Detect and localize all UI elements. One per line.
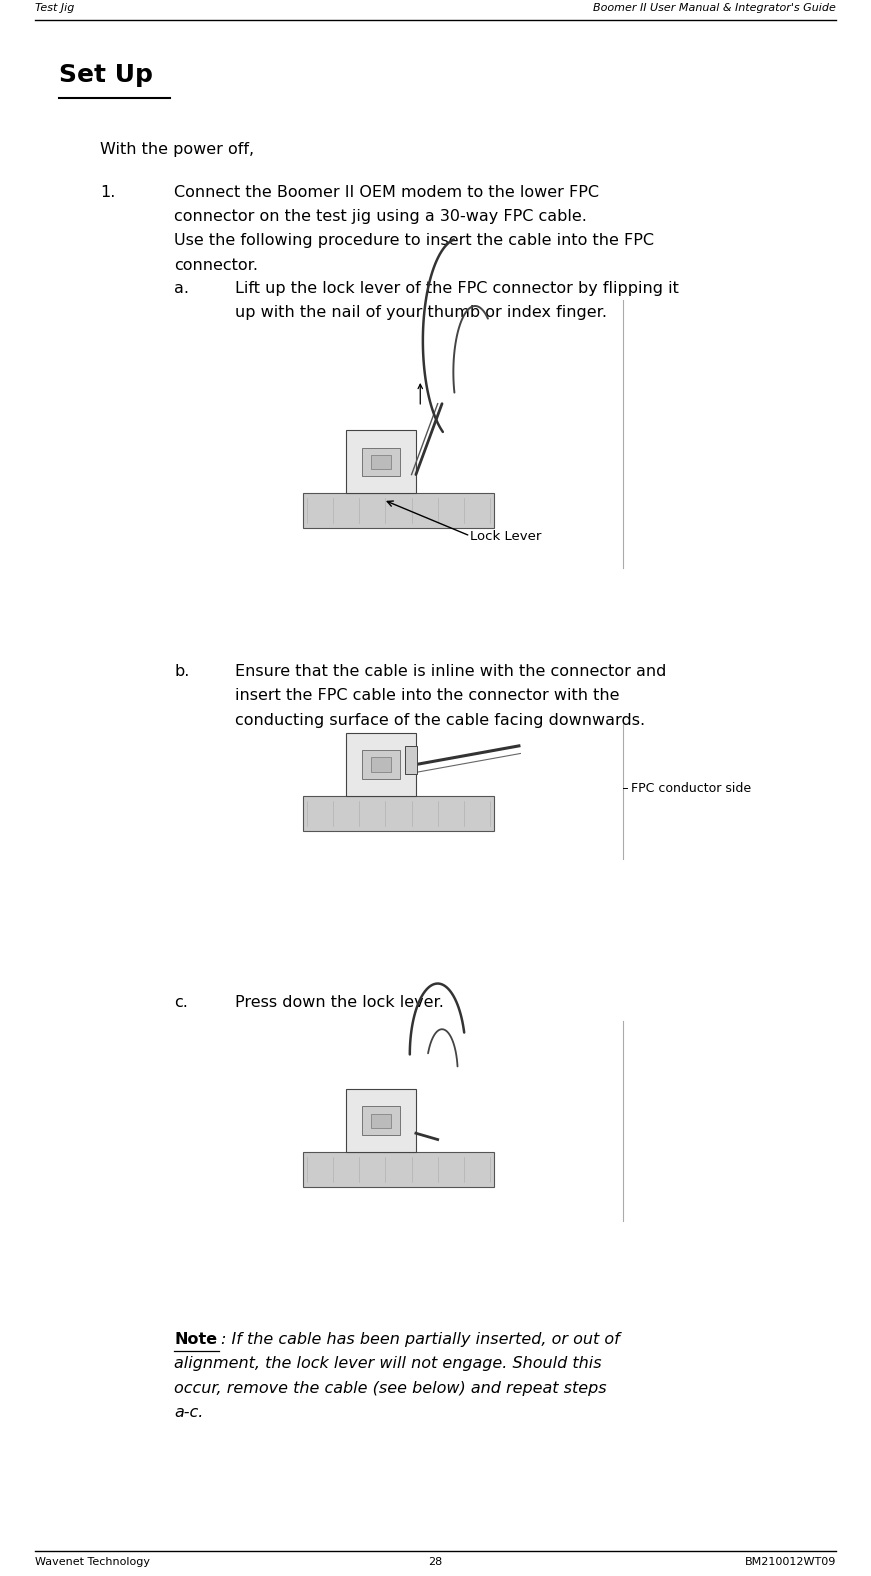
Text: Lock Lever: Lock Lever [470, 530, 542, 542]
Bar [362, 750, 400, 779]
Text: a-c.: a-c. [174, 1406, 204, 1420]
Text: BM210012WT09: BM210012WT09 [745, 1557, 836, 1567]
Bar [362, 448, 400, 476]
Bar [346, 1089, 416, 1152]
Text: c.: c. [174, 994, 188, 1010]
Bar [405, 745, 416, 774]
Text: Press down the lock lever.: Press down the lock lever. [235, 994, 444, 1010]
Text: alignment, the lock lever will not engage. Should this: alignment, the lock lever will not engag… [174, 1357, 602, 1371]
Text: conducting surface of the cable facing downwards.: conducting surface of the cable facing d… [235, 712, 645, 728]
Text: Test Jig: Test Jig [35, 3, 74, 13]
Text: Ensure that the cable is inline with the connector and: Ensure that the cable is inline with the… [235, 663, 666, 679]
Text: occur, remove the cable (see below) and repeat steps: occur, remove the cable (see below) and … [174, 1381, 607, 1396]
Bar [303, 796, 495, 831]
Bar [303, 493, 495, 528]
Bar [362, 1106, 400, 1135]
Text: connector.: connector. [174, 258, 258, 273]
Text: Set Up: Set Up [59, 63, 153, 87]
Text: Lift up the lock lever of the FPC connector by flipping it: Lift up the lock lever of the FPC connec… [235, 281, 679, 296]
Text: With the power off,: With the power off, [100, 142, 254, 158]
Text: b.: b. [174, 663, 190, 679]
Text: insert the FPC cable into the connector with the: insert the FPC cable into the connector … [235, 689, 619, 703]
Bar [303, 1152, 495, 1187]
Text: Connect the Boomer II OEM modem to the lower FPC: Connect the Boomer II OEM modem to the l… [174, 184, 599, 200]
Text: a.: a. [174, 281, 189, 296]
Text: Use the following procedure to insert the cable into the FPC: Use the following procedure to insert th… [174, 233, 654, 249]
Text: Wavenet Technology: Wavenet Technology [35, 1557, 150, 1567]
Text: connector on the test jig using a 30-way FPC cable.: connector on the test jig using a 30-way… [174, 210, 587, 224]
Bar [371, 1114, 390, 1128]
Text: FPC conductor side: FPC conductor side [631, 782, 752, 794]
Text: : If the cable has been partially inserted, or out of: : If the cable has been partially insert… [221, 1332, 620, 1347]
Bar [371, 455, 390, 470]
Bar [371, 758, 390, 772]
Text: Note: Note [174, 1332, 218, 1347]
Bar [346, 733, 416, 796]
Bar [346, 430, 416, 493]
Text: 1.: 1. [100, 184, 116, 200]
Text: 28: 28 [429, 1557, 442, 1567]
Text: Boomer II User Manual & Integrator's Guide: Boomer II User Manual & Integrator's Gui… [593, 3, 836, 13]
Text: up with the nail of your thumb or index finger.: up with the nail of your thumb or index … [235, 306, 607, 320]
